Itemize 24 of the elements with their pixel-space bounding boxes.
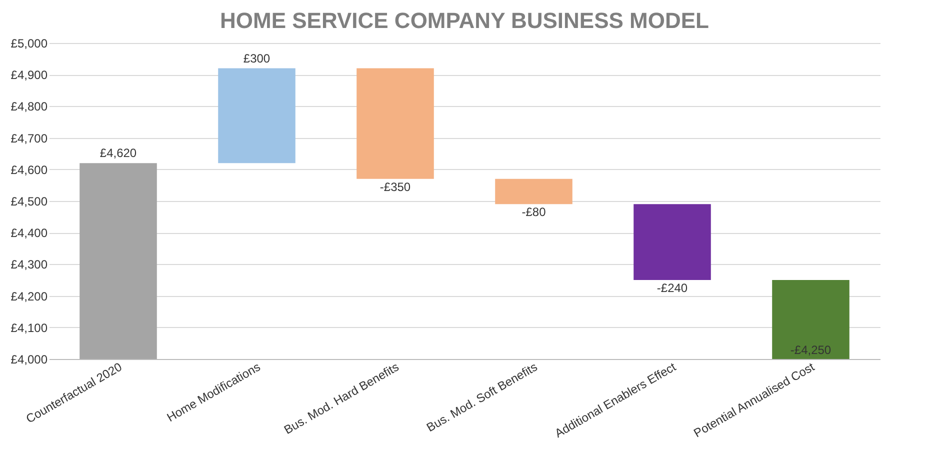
y-tick-label: £4,000 xyxy=(10,352,48,366)
bar xyxy=(634,204,711,280)
bar xyxy=(356,68,434,179)
y-tick-label: £4,100 xyxy=(10,320,48,335)
y-tick-label: £4,800 xyxy=(10,100,48,114)
data-label: -£350 xyxy=(380,180,411,194)
data-label: £4,620 xyxy=(100,146,137,160)
y-tick-label: £4,500 xyxy=(10,194,48,208)
bar xyxy=(772,280,850,359)
chart-title: HOME SERVICE COMPANY BUSINESS MODEL xyxy=(220,8,709,33)
data-label: -£80 xyxy=(522,205,546,220)
y-tick-label: £4,700 xyxy=(10,131,48,146)
data-label: £300 xyxy=(243,51,270,66)
y-tick-label: £5,000 xyxy=(10,36,48,50)
y-tick-label: £4,200 xyxy=(10,289,48,304)
data-label: -£240 xyxy=(656,281,688,295)
y-tick-label: £4,300 xyxy=(10,258,48,272)
bar xyxy=(495,178,572,204)
bar xyxy=(80,163,157,359)
annotation: -£4,250 xyxy=(790,343,832,357)
y-tick-label: £4,900 xyxy=(10,68,48,82)
y-tick-label: £4,600 xyxy=(10,162,48,177)
y-tick-label: £4,400 xyxy=(10,226,48,240)
bar xyxy=(218,68,296,164)
